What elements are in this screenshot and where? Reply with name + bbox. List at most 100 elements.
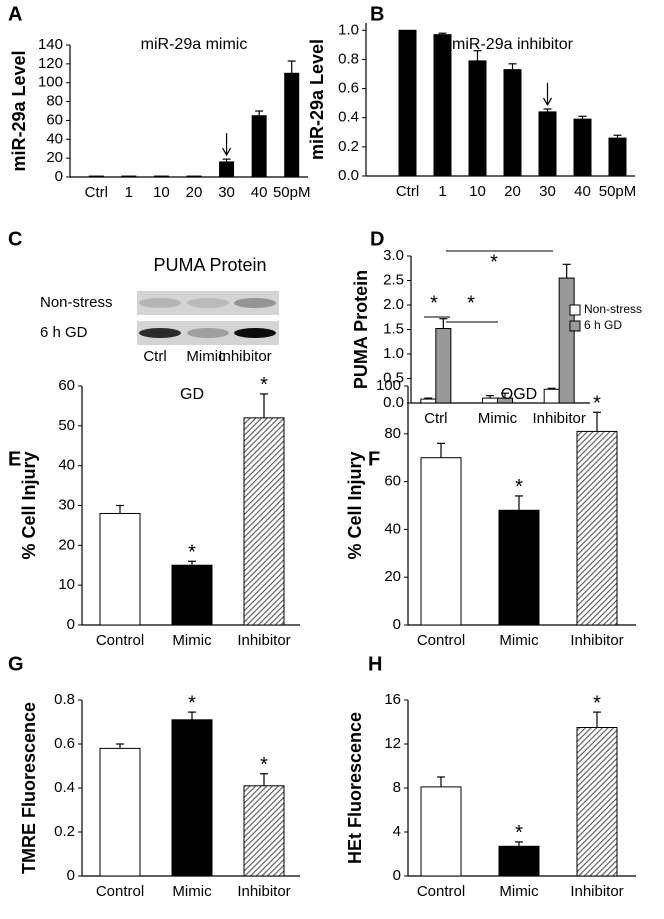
x-tick-label: 1 [125,184,133,201]
y-tick-label: 80 [384,425,401,442]
y-tick-label: 0.4 [338,109,359,126]
bar [538,111,557,177]
x-tick-label: 30 [539,183,556,200]
panel-letter: A [8,3,22,25]
x-tick-label: 40 [251,184,268,201]
y-tick-label: 1.0 [383,345,404,362]
blot-band [187,298,229,308]
bar [186,175,202,178]
blot-band [139,328,181,338]
blot-band [234,328,276,338]
bar [498,509,540,626]
legend-swatch [569,304,581,316]
y-tick-label: 0 [55,168,63,185]
significance-star: * [188,542,196,564]
y-axis-label: miR-29a Level [9,50,29,171]
x-tick-label: Ctrl [85,184,108,201]
x-tick-label: Inhibitor [532,410,585,427]
x-tick-label: Ctrl [396,183,419,200]
legend-label: Non-stress [584,302,642,316]
bar [398,29,417,177]
x-tick-label: Mimic [172,632,212,649]
significance-star: * [490,251,498,273]
y-tick-label: 20 [46,149,63,166]
bar [433,34,452,177]
x-tick-label: Control [417,883,465,900]
blot-band [139,298,181,308]
x-tick-label: Mimic [499,632,539,649]
significance-star: * [260,374,268,396]
arrow-head [542,97,553,107]
x-tick-label: Inhibitor [237,632,290,649]
y-tick-label: 0.6 [338,80,359,97]
bar [99,747,141,877]
x-tick-label: Control [96,632,144,649]
y-tick-label: 8 [393,779,401,796]
y-axis-label: % Cell Injury [19,451,39,559]
chart-title: OGD [501,386,537,403]
x-tick-label: Control [417,632,465,649]
bar [558,277,575,404]
bar [498,845,540,877]
bar [121,175,137,178]
significance-star: * [467,292,475,314]
x-tick-label: 50pM [599,183,637,200]
y-tick-label: 0.6 [54,735,75,752]
significance-star: * [188,692,196,714]
x-tick-label: Inhibitor [570,632,623,649]
significance-star: * [430,292,438,314]
y-axis-label: TMRE Fluorescence [19,702,39,874]
y-tick-label: 0.2 [338,138,359,155]
y-tick-label: 2.5 [383,271,404,288]
bar [219,161,235,178]
y-tick-label: 100 [376,377,401,394]
blot-lane-label: Mimic [186,348,226,365]
blot-band [187,328,229,338]
y-tick-label: 100 [38,74,63,91]
y-tick-label: 0.5 [383,369,404,386]
significance-star: * [260,754,268,776]
bar [251,115,267,178]
x-tick-label: Mimic [172,883,212,900]
bar [576,727,618,877]
blot-row-label: Non-stress [40,294,113,311]
y-tick-label: 60 [46,111,63,128]
y-tick-label: 60 [384,473,401,490]
y-tick-label: 0.8 [54,691,75,708]
bar [435,328,452,404]
panel-letter: H [368,653,382,675]
y-tick-label: 12 [384,735,401,752]
x-tick-label: 50pM [273,184,311,201]
y-tick-label: 30 [58,496,75,513]
bar [243,417,285,626]
blot-lane-label: Ctrl [143,348,166,365]
chart-title: miR-29a mimic [141,36,248,53]
panel-letter: D [370,228,384,250]
bar [468,60,487,177]
bar [171,719,213,877]
x-tick-label: Ctrl [424,410,447,427]
arrow-head [222,147,232,157]
bar [543,388,560,404]
y-tick-label: 20 [384,568,401,585]
significance-star: * [593,692,601,714]
bar [503,69,522,177]
y-tick-label: 0.8 [338,50,359,67]
x-tick-label: Mimic [478,410,518,427]
x-tick-label: Control [96,883,144,900]
panel-letter: B [370,3,384,25]
y-axis-label: miR-29a Level [307,39,327,160]
y-axis-label: PUMA Protein [351,270,371,389]
bar [576,430,618,626]
y-tick-label: 120 [38,55,63,72]
y-tick-label: 40 [46,130,63,147]
y-axis-label: % Cell Injury [345,451,365,559]
blot-row-label: 6 h GD [40,324,88,341]
legend-label: 6 h GD [584,318,622,332]
x-tick-label: 40 [574,183,591,200]
y-tick-label: 0 [393,867,401,884]
bar [420,398,437,404]
bar [153,175,169,178]
x-tick-label: 20 [504,183,521,200]
